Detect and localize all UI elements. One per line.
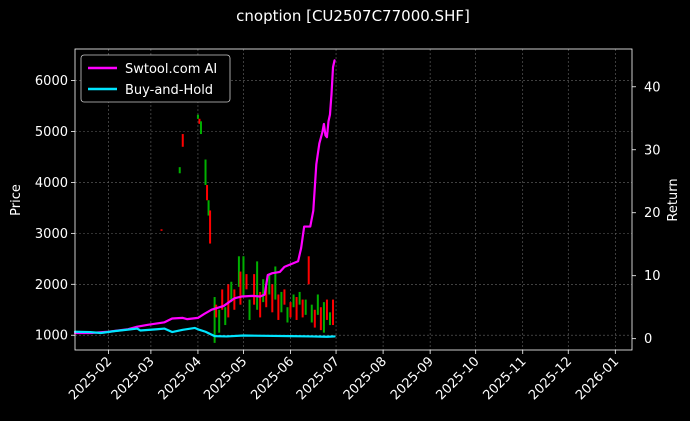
candle-32 — [277, 294, 280, 320]
series-line-buy-and-hold — [73, 326, 336, 338]
candle-49 — [328, 312, 331, 326]
candle-30 — [271, 284, 274, 313]
candle-0 — [160, 229, 163, 231]
candle-48 — [325, 299, 328, 320]
candle-13 — [218, 309, 221, 333]
candle-42 — [307, 256, 310, 285]
candle-31 — [274, 266, 277, 300]
y-tick-label-3: 4000 — [35, 176, 68, 191]
candle-4 — [198, 118, 201, 124]
candle-7 — [204, 159, 207, 185]
candle-29 — [268, 274, 271, 295]
candle-20 — [239, 271, 242, 305]
y2-tick-label-1: 10 — [644, 269, 661, 284]
candle-38 — [295, 297, 298, 320]
y-tick-label-5: 6000 — [35, 74, 68, 89]
y-tick-label-1: 2000 — [35, 278, 68, 293]
plot-frame — [74, 48, 633, 351]
candle-40 — [301, 299, 304, 318]
candle-46 — [319, 307, 322, 331]
candle-11 — [213, 297, 216, 343]
candle-41 — [304, 299, 307, 315]
candle-27 — [262, 279, 265, 303]
candle-24 — [253, 274, 256, 305]
candle-15 — [224, 307, 227, 326]
candle-8 — [206, 184, 209, 201]
candle-36 — [289, 302, 292, 318]
y-tick-label-2: 3000 — [35, 227, 68, 242]
candle-47 — [322, 302, 325, 333]
candle-26 — [259, 291, 262, 318]
candle-2 — [181, 134, 184, 147]
candle-9 — [207, 200, 210, 216]
candle-16 — [227, 284, 230, 318]
legend-box — [80, 54, 231, 103]
candle-10 — [209, 210, 212, 244]
candle-45 — [316, 294, 319, 315]
candle-44 — [313, 309, 316, 328]
price-candles — [160, 93, 335, 343]
candle-33 — [280, 291, 283, 313]
return-series — [73, 59, 336, 338]
y2-axis-label: Return — [666, 178, 681, 221]
y-tick-label-0: 1000 — [35, 329, 68, 344]
candle-22 — [245, 274, 248, 290]
y2-tick-label-4: 40 — [644, 80, 661, 95]
candle-12 — [215, 304, 218, 318]
candle-14 — [221, 289, 224, 310]
candle-25 — [256, 261, 259, 310]
candle-17 — [230, 281, 233, 303]
candle-37 — [292, 294, 295, 308]
candle-19 — [237, 256, 240, 287]
series-line-swtool-ai — [73, 59, 336, 335]
candle-23 — [248, 299, 251, 320]
y2-tick-label-2: 20 — [644, 206, 661, 221]
y2-tick-label-0: 0 — [644, 332, 652, 347]
candle-1 — [178, 167, 181, 174]
candle-39 — [298, 291, 301, 305]
y-axis-label: Price — [9, 184, 24, 216]
legend-label-ai: Swtool.com AI — [125, 62, 217, 77]
candle-21 — [242, 256, 245, 298]
chart-title: cnoption [CU2507C77000.SHF] — [236, 7, 470, 25]
legend: Swtool.com AI Buy-and-Hold — [80, 54, 231, 103]
y-tick-label-4: 5000 — [35, 125, 68, 140]
candle-3 — [196, 114, 199, 119]
legend-label-buyhold: Buy-and-Hold — [125, 83, 213, 98]
candle-5 — [199, 121, 202, 135]
y2-tick-label-3: 30 — [644, 143, 661, 158]
return-axis-ticks: 0 10 20 30 40 — [632, 80, 661, 347]
candle-35 — [286, 307, 289, 323]
candle-34 — [283, 289, 286, 305]
candle-28 — [265, 286, 268, 308]
candle-50 — [332, 299, 335, 326]
candle-43 — [310, 304, 313, 323]
price-axis-ticks: 1000 2000 3000 4000 5000 6000 — [35, 74, 75, 344]
